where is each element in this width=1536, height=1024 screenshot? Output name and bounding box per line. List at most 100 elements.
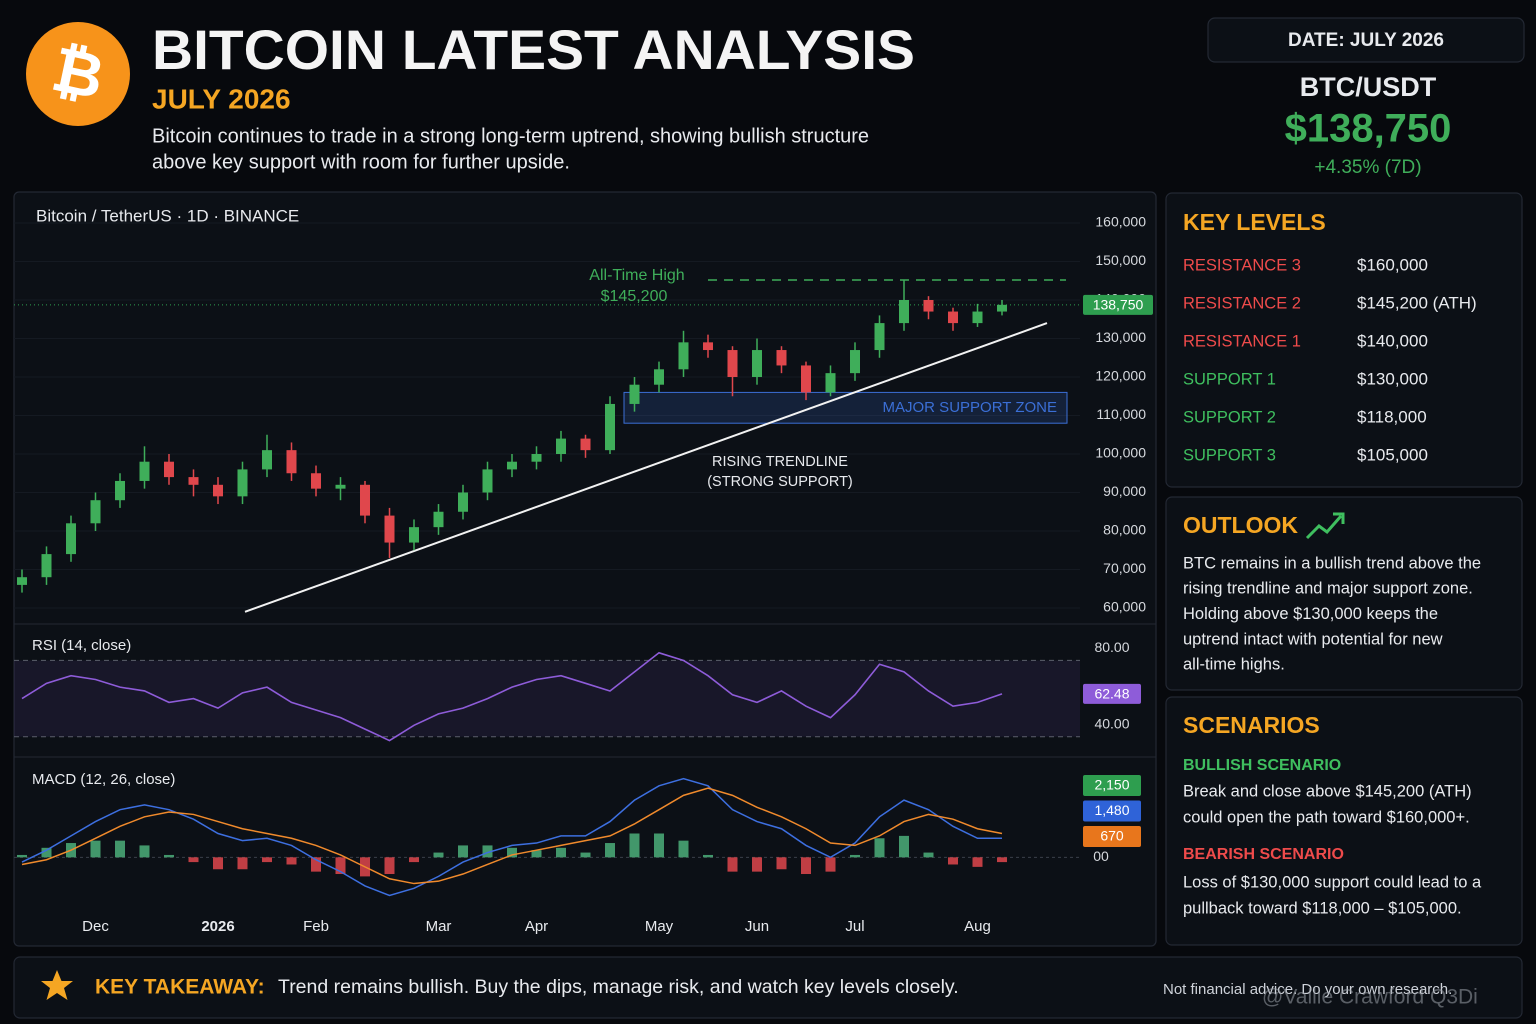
macd-histogram-bar	[482, 845, 493, 858]
x-tick-label: Feb	[303, 918, 329, 935]
date: DATE: JULY 2026	[1288, 30, 1444, 51]
outlook-icon	[1305, 515, 1343, 540]
y-tick-label: 60,000	[1103, 599, 1146, 615]
level-value: $105,000	[1357, 445, 1428, 464]
macd-badge-label: 2,150	[1094, 777, 1129, 793]
candle-body	[605, 403, 615, 451]
macd-badge-label: 670	[1100, 828, 1124, 844]
macd-badge	[1083, 775, 1141, 796]
price: $138,750	[1285, 107, 1452, 151]
macd-histogram-bar	[801, 857, 811, 875]
candle-body	[507, 461, 517, 470]
support-zone	[623, 391, 1068, 424]
outlook-text: Holding above $130,000 keeps the	[1183, 605, 1438, 623]
candle-body	[801, 365, 811, 393]
macd-line	[21, 777, 1002, 897]
macd-histogram-bar	[776, 857, 787, 870]
outlook-text: uptrend intact with potential for new	[1183, 630, 1443, 648]
candle-body	[66, 523, 76, 555]
candle-body	[948, 311, 958, 324]
rsi-title: RSI (14, close)	[32, 637, 131, 654]
macd-histogram-bar	[556, 847, 566, 858]
macd-title: MACD (12, 26, close)	[32, 771, 175, 788]
macd-histogram-bar	[727, 857, 738, 872]
macd-histogram-bar	[115, 840, 125, 858]
macd-histogram-bar	[286, 857, 297, 865]
level-value: $140,000	[1357, 331, 1428, 350]
macd-histogram-bar	[997, 857, 1007, 863]
candle-body	[923, 300, 934, 312]
level-value: $118,000	[1357, 407, 1427, 426]
candle-body	[776, 350, 787, 366]
macd-histogram-bar	[899, 835, 909, 858]
macd-histogram-bar	[188, 857, 199, 863]
macd-histogram-bar	[409, 857, 419, 863]
macd-histogram-bar	[580, 852, 591, 858]
macd-badge	[1083, 826, 1141, 847]
candle-body	[874, 323, 885, 351]
x-tick-label: Aug	[964, 918, 991, 935]
candle-body	[164, 461, 174, 478]
scenarios-title: SCENARIOS	[1183, 712, 1320, 738]
candle-body	[188, 477, 199, 485]
scenario-text: pullback toward $118,000 – $105,000.	[1183, 899, 1462, 917]
outlook-icon	[1333, 512, 1345, 524]
macd-histogram-bar	[948, 857, 958, 865]
candle-body	[139, 461, 150, 481]
candle-body	[458, 492, 468, 512]
y-tick-label: 110,000	[1096, 406, 1146, 422]
macd-histogram-bar	[237, 857, 248, 870]
x-tick-label: Jun	[745, 918, 769, 935]
macd-histogram-bar	[850, 854, 860, 858]
candle-body	[311, 473, 321, 489]
macd-histogram-bar	[629, 833, 640, 858]
candle-body	[41, 554, 52, 578]
rsi-tick-label: 40.00	[1094, 715, 1129, 731]
support-zone-label: MAJOR SUPPORT ZONE	[883, 399, 1057, 416]
trendline	[244, 322, 1048, 613]
candle-body	[409, 527, 419, 543]
candle-body	[654, 369, 664, 385]
y-tick-label: 80,000	[1103, 522, 1146, 538]
y-tick-label: 160,000	[1095, 214, 1146, 230]
x-tick-label: Apr	[525, 918, 548, 935]
subtitle: JULY 2026	[152, 83, 291, 114]
outlook-text: BTC remains in a bullish trend above the	[1183, 554, 1481, 572]
macd-histogram-bar	[335, 857, 346, 875]
x-tick-label: Mar	[426, 918, 452, 935]
macd-histogram-bar	[678, 840, 689, 858]
y-tick-label: 130,000	[1095, 329, 1146, 345]
candle-body	[482, 469, 493, 493]
candle-body	[580, 438, 591, 451]
macd-histogram-bar	[703, 854, 713, 858]
key-levels-title: KEY LEVELS	[1183, 209, 1326, 235]
macd-histogram-bar	[874, 838, 885, 858]
macd-histogram-bar	[923, 852, 934, 858]
rsi-badge	[1083, 683, 1141, 704]
logo	[26, 22, 130, 126]
candle-body	[678, 342, 689, 370]
level-value: $145,200 (ATH)	[1357, 293, 1477, 312]
macd-histogram-bar	[654, 833, 664, 858]
ath-title: All-Time High	[589, 267, 684, 284]
macd-badge-label: 1,480	[1094, 802, 1129, 818]
pair: BTC/USDT	[1300, 72, 1437, 102]
rsi-badge-label: 62.48	[1094, 686, 1129, 702]
level-name: SUPPORT 2	[1183, 408, 1276, 426]
x-tick-label: Jul	[845, 918, 864, 935]
star-icon	[41, 970, 73, 1000]
macd-histogram-bar	[752, 857, 762, 872]
rsi-line	[21, 651, 1003, 742]
candle-body	[972, 311, 983, 324]
x-tick-label: May	[645, 918, 674, 935]
macd-badge	[1083, 800, 1141, 822]
macd-histogram-bar	[41, 847, 52, 858]
candle-body	[90, 500, 101, 524]
y-tick-label: 150,000	[1095, 252, 1146, 268]
key-levels-panel	[1165, 192, 1523, 488]
takeaway-label: KEY TAKEAWAY:	[95, 976, 265, 999]
level-name: RESISTANCE 1	[1183, 332, 1301, 350]
candle-body	[703, 342, 713, 351]
candle-body	[629, 384, 640, 404]
